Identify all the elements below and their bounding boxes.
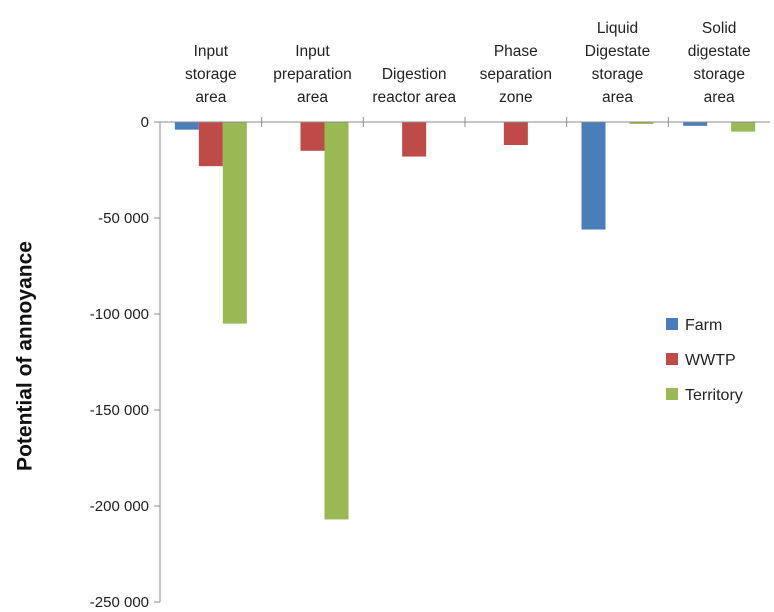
legend-swatch-territory: [666, 388, 678, 400]
legend-swatch-wwtp: [666, 353, 678, 365]
legend-label: Farm: [685, 317, 722, 334]
bar-farm: [683, 122, 708, 126]
bar-wwtp: [402, 122, 427, 157]
y-tick-label: -50 000: [98, 210, 149, 227]
category-label: Input preparation area: [273, 43, 351, 106]
y-ticks: 0 -50 000 -100 000 -150 000 -200 000 -250 000: [90, 114, 669, 611]
bars-layer: [174, 122, 756, 520]
bar-wwtp: [300, 122, 325, 151]
legend-label: Territory: [685, 387, 743, 404]
y-tick-label: -100 000: [90, 306, 149, 323]
category-label: Phase separation zone: [480, 43, 552, 106]
category-label: Digestion reactor area: [372, 66, 456, 106]
bar-territory: [731, 122, 756, 132]
legend-swatch-farm: [666, 318, 678, 330]
bar-territory: [324, 122, 349, 520]
bar-farm: [174, 122, 199, 130]
bar-territory: [629, 122, 654, 124]
y-tick-label: -250 000: [90, 594, 149, 611]
y-tick-label: -150 000: [90, 402, 149, 419]
category-label: Liquid Digestate storage area: [585, 20, 650, 106]
y-axis-label: Potential of annoyance: [14, 241, 37, 471]
y-tick-label: 0: [141, 114, 149, 131]
bar-wwtp: [503, 122, 528, 146]
legend-label: WWTP: [685, 352, 736, 369]
bar-territory: [222, 122, 247, 324]
bar-wwtp: [198, 122, 223, 167]
category-label: Solid digestate storage area: [688, 20, 751, 106]
bar-farm: [581, 122, 606, 230]
y-tick-label: -200 000: [90, 498, 149, 515]
legend: Farm WWTP Territory: [666, 317, 743, 404]
category-labels: Input storage area Input preparation area Dige…: [185, 20, 751, 106]
category-label: Input storage area: [185, 43, 237, 106]
